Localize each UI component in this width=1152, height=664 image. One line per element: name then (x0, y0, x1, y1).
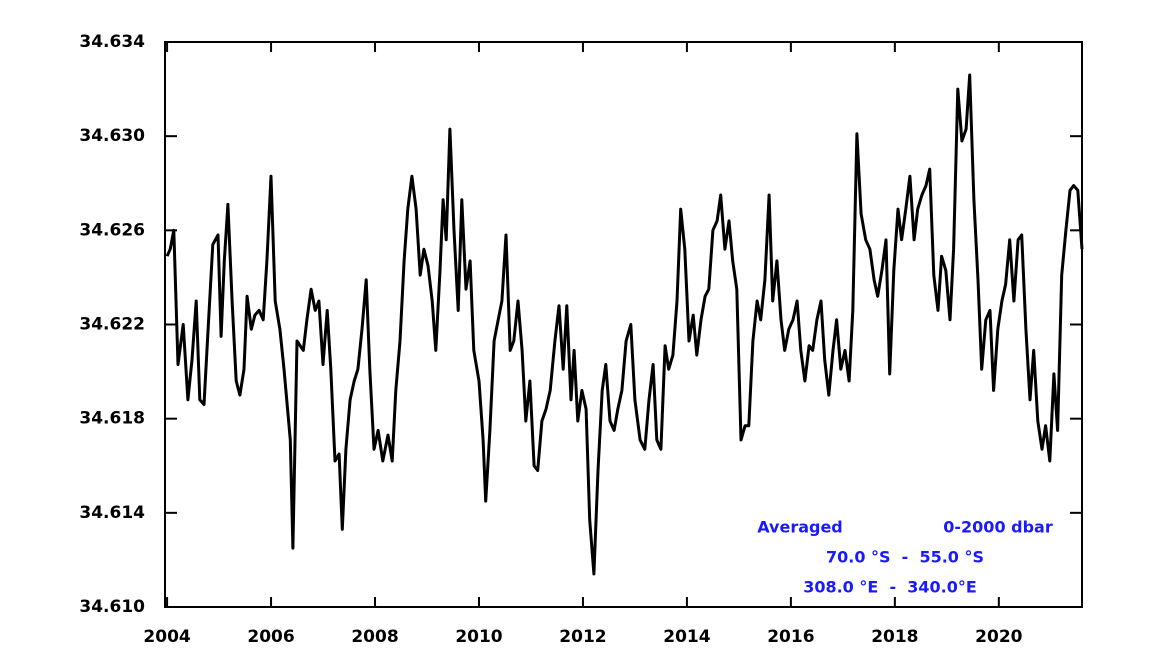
x-tick-label: 2012 (559, 627, 606, 647)
annotation: Averaged (757, 518, 843, 537)
x-tick-label: 2010 (455, 627, 502, 647)
x-tick-label: 2014 (663, 627, 710, 647)
annotation: 0-2000 dbar (943, 518, 1053, 537)
y-tick-label: 34.626 (79, 220, 145, 240)
annotation: 70.0 °S - 55.0 °S (826, 548, 984, 567)
x-tick-label: 2016 (767, 627, 814, 647)
y-tick-label: 34.610 (79, 597, 145, 617)
y-tick-label: 34.618 (79, 409, 145, 429)
x-tick-label: 2018 (871, 627, 918, 647)
y-tick-label: 34.622 (79, 315, 145, 335)
x-tick-label: 2008 (351, 627, 398, 647)
x-tick-label: 2020 (975, 627, 1022, 647)
y-tick-label: 34.630 (79, 126, 145, 146)
y-tick-label: 34.634 (79, 32, 145, 52)
annotation: 308.0 °E - 340.0°E (803, 578, 977, 597)
y-tick-label: 34.614 (79, 503, 145, 523)
data-line (165, 73, 1084, 576)
x-tick-label: 2006 (247, 627, 294, 647)
x-tick-label: 2004 (143, 627, 190, 647)
